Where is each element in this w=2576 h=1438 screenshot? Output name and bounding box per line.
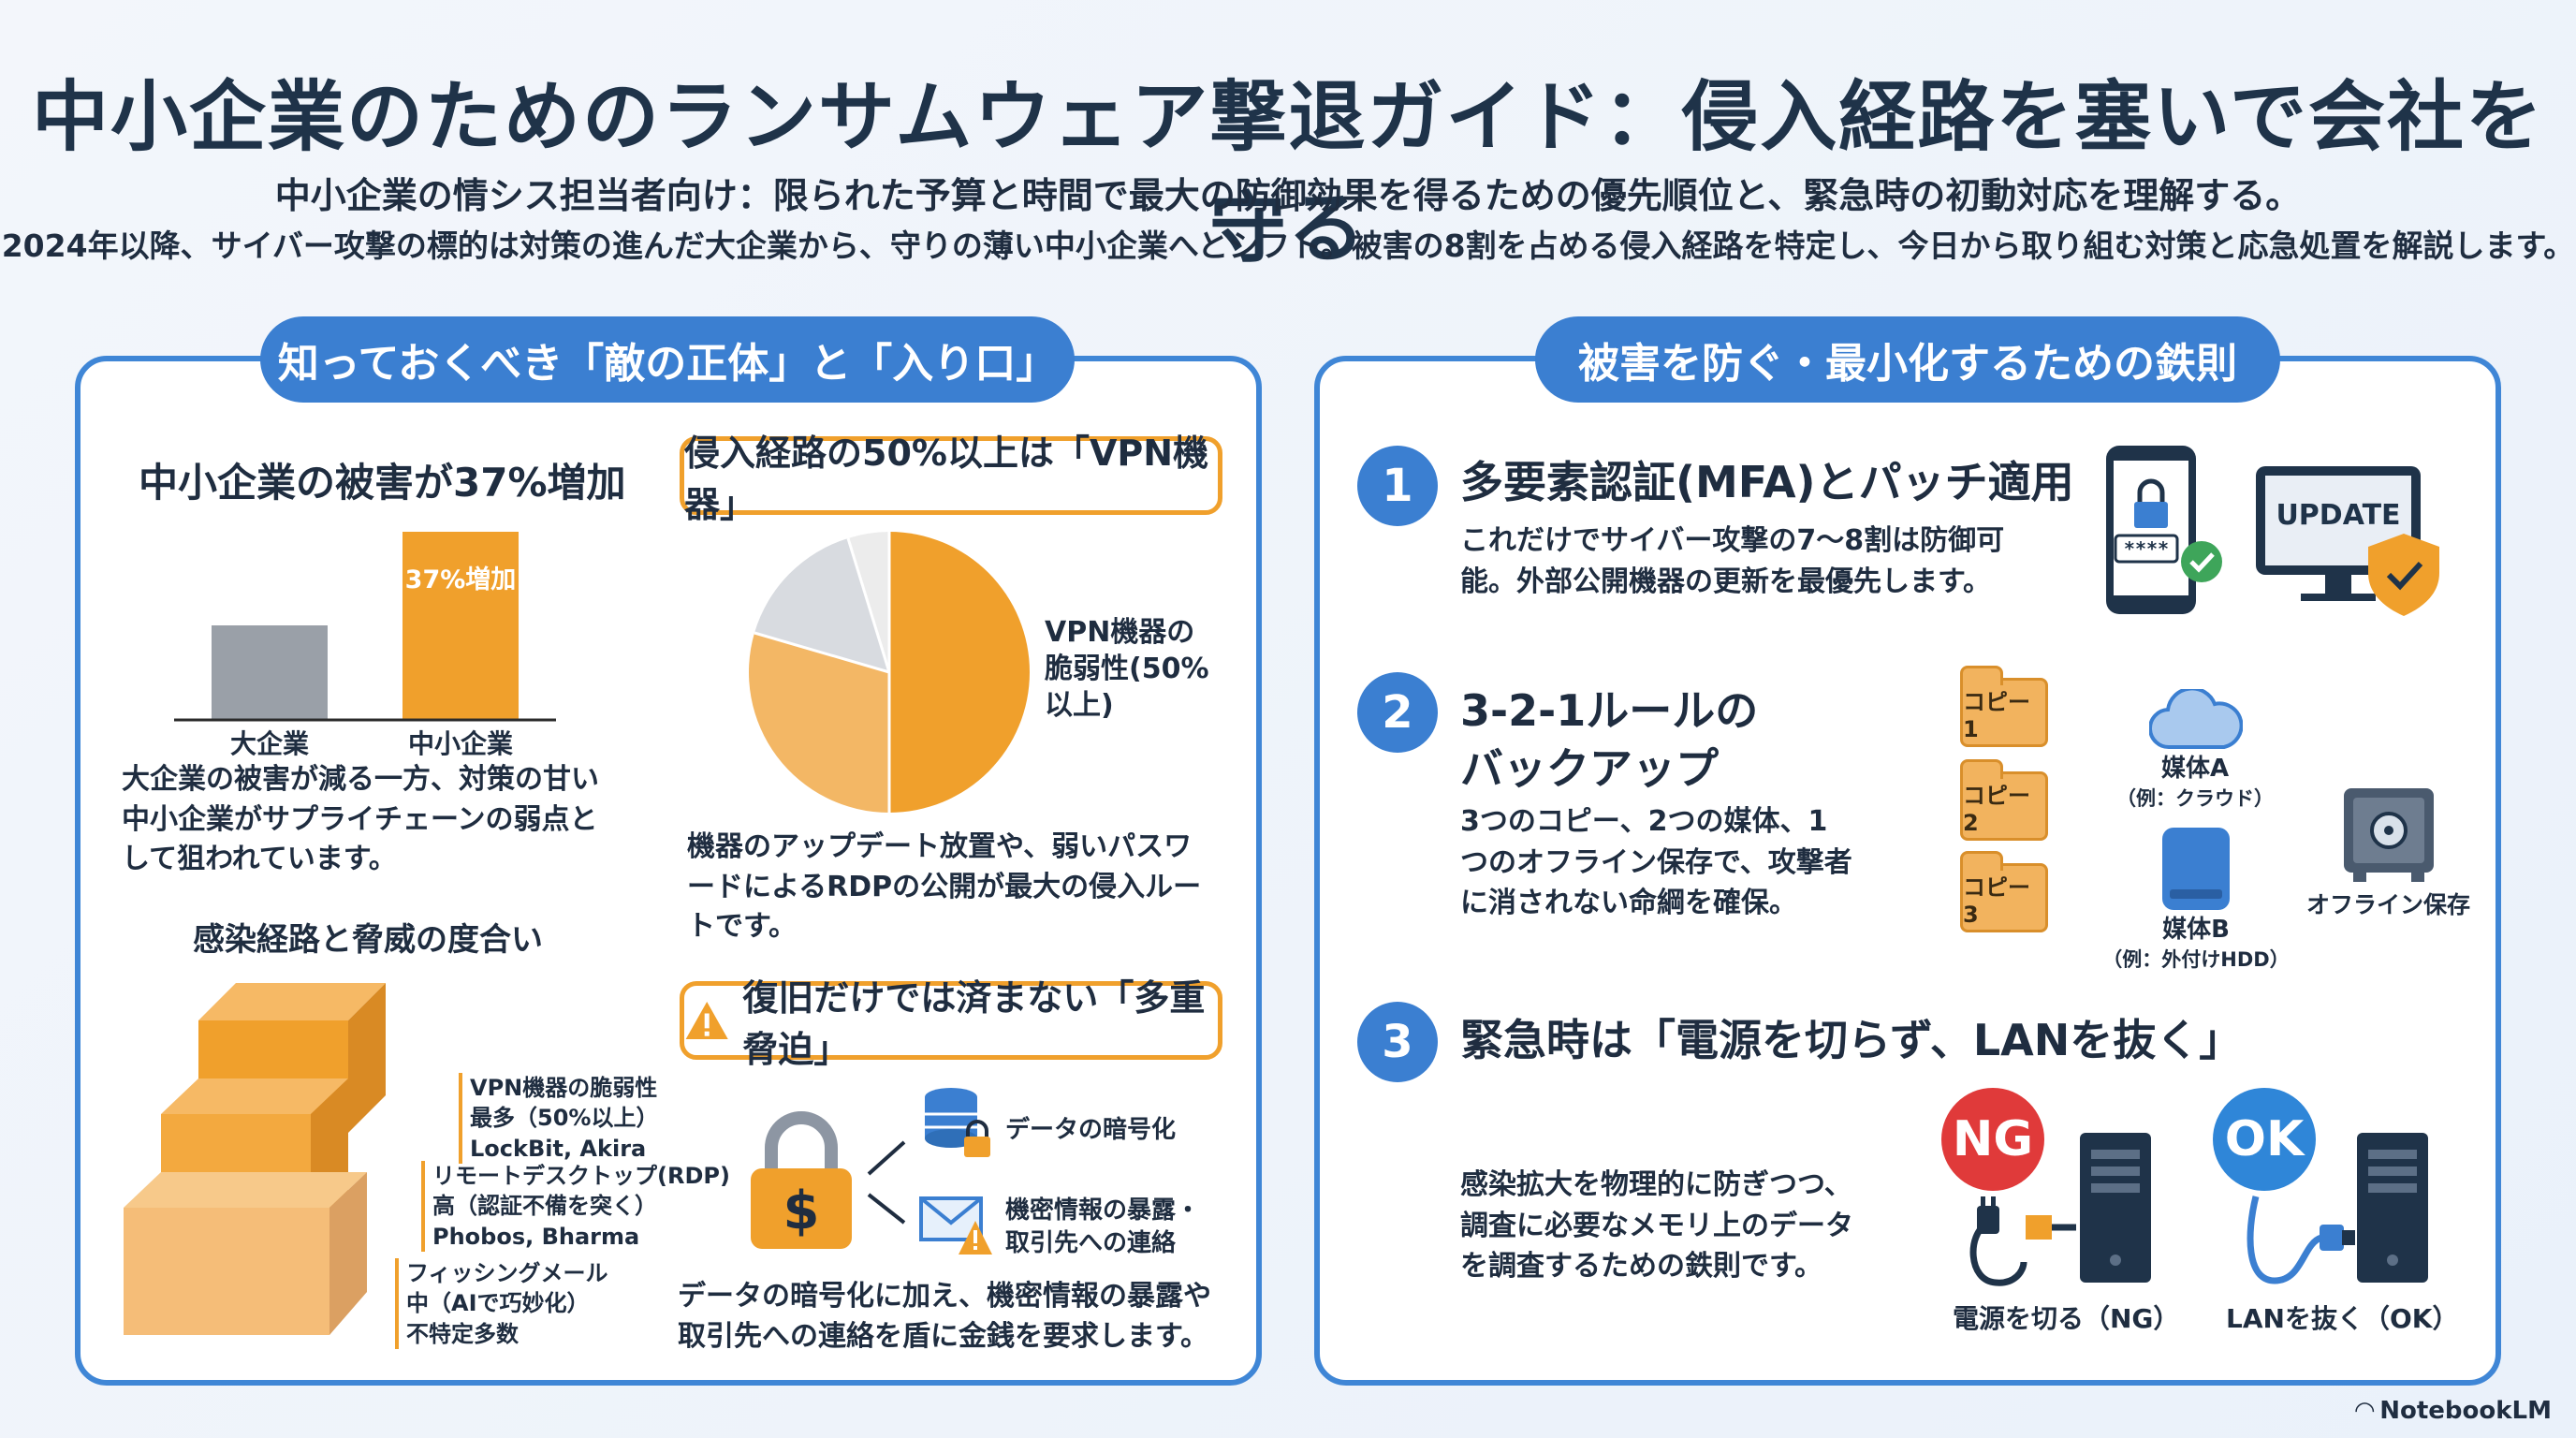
infection-title: 感染経路と脅威の度合い	[193, 921, 543, 959]
media-b-example: （例：外付けHDD）	[2102, 948, 2290, 972]
step-1-examples: LockBit, Akira	[470, 1135, 647, 1162]
rule-3-number: 3	[1357, 1002, 1438, 1082]
threat-item-exposure: 機密情報の暴露・ 取引先への連絡	[1005, 1195, 1200, 1260]
step-2-level: 高（認証不備を突く）	[432, 1193, 657, 1220]
rule-2-description: 3つのコピー、2つの媒体、1つのオフライン保存で、攻撃者に消されない命綱を確保。	[1460, 805, 1852, 919]
media-a-name: 媒体A	[2160, 755, 2230, 783]
server-tower-ok-icon	[2357, 1133, 2428, 1283]
monitor-update-shield-icon: UPDATE	[2256, 466, 2439, 616]
pie-slice-rdp	[749, 633, 889, 813]
threat-description: データの暗号化に加え、機密情報の暴露や取引先への連絡を盾に金銭を要求します。	[678, 1280, 1211, 1353]
smartphone-lock-icon: ****	[2106, 446, 2222, 614]
step-1-level: 最多（50%以上）	[470, 1105, 659, 1132]
tick-sme: 中小企業	[408, 728, 513, 759]
infection-stairs	[124, 983, 386, 1335]
warning-icon	[685, 1001, 728, 1040]
page-title: 中小企業のためのランサムウェア撃退ガイド：侵入経路を塞いで会社を守る	[32, 73, 2544, 273]
left-panel-heading: 知っておくべき「敵の正体」と「入り口」	[260, 316, 1075, 403]
threat-title-box: 復旧だけでは済まない「多重脅迫」	[680, 977, 1222, 1070]
brand-icon: ◠	[2355, 1397, 2375, 1425]
rule-1-number: 1	[1357, 446, 1438, 526]
password-mask: ****	[2124, 537, 2169, 560]
damage-bar-chart: 37%増加 大企業 中小企業	[174, 532, 556, 759]
notebooklm-logo: ◠ NotebookLM	[2355, 1397, 2552, 1425]
page-subtitle: 中小企業の情シス担当者向け：限られた予算と時間で最大の防御効果を得るための優先順…	[274, 175, 2302, 216]
padlock-dollar-icon: $	[751, 1111, 852, 1249]
damage-description: 大企業の被害が減る一方、対策の甘い中小企業がサプライチェーンの弱点として狙われて…	[122, 763, 599, 876]
rule-2-number: 2	[1357, 672, 1438, 753]
damage-title: 中小企業の被害が37%増加	[139, 460, 626, 506]
page-description: 2024年以降、サイバー攻撃の標的は対策の進んだ大企業から、守りの薄い中小企業へ…	[1, 227, 2575, 264]
media-b-name: 媒体B	[2162, 916, 2230, 944]
ng-caption: 電源を切る（NG）	[1953, 1303, 2180, 1334]
media-b-label: 媒体B （例：外付けHDD）	[2102, 914, 2290, 973]
rule-2-title-line1: 3-2-1ルールの	[1460, 685, 1759, 736]
bar-sme-label: 37%増加	[405, 565, 517, 594]
step-3-name: フィッシングメール	[406, 1260, 608, 1286]
pie-slice-vpn	[889, 532, 1030, 813]
rule-3-title: 緊急時は「電源を切らず、LANを抜く」	[1460, 1015, 2243, 1065]
cloud-icon	[2149, 689, 2243, 750]
bar-sme	[402, 532, 519, 719]
vpn-description: 機器のアップデート放置や、弱いパスワードによるRDPの公開が最大の侵入ルートです…	[687, 830, 1202, 944]
step-3-level: 中（AIで巧妙化）	[406, 1290, 590, 1317]
safe-icon	[2344, 788, 2434, 882]
step-2-name: リモートデスクトップ(RDP)	[432, 1163, 730, 1189]
pie-slice-phishing	[754, 538, 889, 672]
vpn-title-box: 侵入経路の50%以上は「VPN機器」	[680, 433, 1222, 525]
media-a-example: （例：クラウド）	[2116, 787, 2274, 811]
copy-2-folder: コピー2	[1960, 759, 2048, 841]
step-2-examples: Phobos, Bharma	[432, 1223, 640, 1250]
copy-1-folder: コピー1	[1960, 666, 2048, 747]
power-plug-unplugged-icon	[1969, 1196, 2076, 1286]
bar-large-enterprise	[212, 625, 328, 719]
brand-name: NotebookLM	[2379, 1397, 2552, 1425]
external-hdd-icon	[2162, 828, 2230, 910]
rule-3-description: 感染拡大を物理的に防ぎつつ、調査に必要なメモリ上のデータを調査するための鉄則です…	[1460, 1168, 1853, 1283]
ok-badge: OK	[2213, 1088, 2316, 1191]
mail-warning-icon	[919, 1196, 992, 1255]
copy-3-folder: コピー3	[1960, 851, 2048, 932]
vpn-pie-chart	[749, 532, 1030, 813]
server-tower-ng-icon	[2080, 1133, 2151, 1283]
media-a-label: 媒体A （例：クラウド）	[2106, 753, 2284, 812]
infection-step-2: リモートデスクトップ(RDP) 高（認証不備を突く） Phobos, Bharm…	[421, 1161, 730, 1253]
rule-2-title-line2: バックアップ	[1460, 743, 1719, 795]
right-panel-heading: 被害を防ぐ・最小化するための鉄則	[1535, 316, 2280, 403]
threat-item-exposure-line2: 取引先への連絡	[1005, 1229, 1177, 1258]
infection-step-3: フィッシングメール 中（AIで巧妙化） 不特定多数	[395, 1258, 608, 1350]
rule-1-title: 多要素認証(MFA)とパッチ適用	[1460, 457, 2074, 507]
ok-caption: LANを抜く（OK）	[2226, 1303, 2459, 1334]
rule-1-description: これだけでサイバー攻撃の7〜8割は防御可能。外部公開機器の更新を最優先します。	[1460, 524, 2005, 598]
lan-cable-icon	[2247, 1196, 2355, 1284]
threat-title: 復旧だけでは済まない「多重脅迫」	[742, 977, 1206, 1070]
vpn-pie-label: VPN機器の脆弱性(50%以上)	[1045, 616, 1209, 722]
step-1-name: VPN機器の脆弱性	[470, 1075, 658, 1101]
tick-large-enterprise: 大企業	[230, 728, 309, 759]
threat-item-encrypt: データの暗号化	[1005, 1116, 1177, 1144]
update-label: UPDATE	[2276, 499, 2400, 532]
infection-step-1: VPN機器の脆弱性 最多（50%以上） LockBit, Akira	[459, 1073, 659, 1165]
svg-text:$: $	[783, 1181, 820, 1241]
step-3-examples: 不特定多数	[406, 1320, 519, 1347]
branch-lines	[867, 1140, 906, 1225]
ng-badge: NG	[1941, 1088, 2044, 1191]
threat-item-exposure-line1: 機密情報の暴露・	[1005, 1196, 1201, 1225]
database-lock-icon	[925, 1088, 990, 1157]
offline-storage-label: オフライン保存	[2306, 891, 2471, 918]
rule-2-title: 3-2-1ルールの バックアップ	[1460, 682, 1758, 798]
